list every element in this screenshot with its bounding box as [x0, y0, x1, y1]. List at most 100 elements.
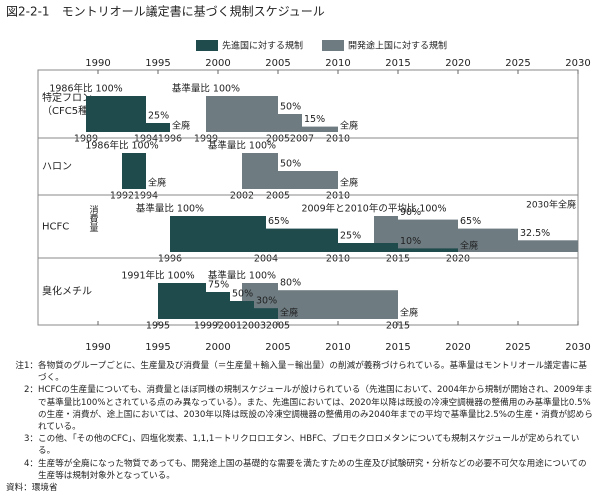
legend-label: 開発途上国に対する規制 — [348, 40, 447, 52]
x-tick-label-top: 2015 — [385, 58, 410, 69]
level-label: 50% — [232, 289, 253, 300]
row-label: 臭化メチル — [42, 285, 92, 298]
x-tick-label-bottom: 1990 — [85, 342, 110, 353]
level-label: 50% — [280, 159, 301, 170]
note-text: この他、「その他のCFC」、四塩化炭素、1,1,1－トリクロロエタン、HBFC、… — [38, 434, 580, 457]
level-label: 25% — [148, 111, 169, 122]
year-label: 1995 — [146, 321, 170, 332]
level-label: 基準量比 100% — [208, 270, 276, 282]
year-label: 1994 — [134, 134, 158, 145]
note: 3： この他、「その他のCFC」、四塩化炭素、1,1,1－トリクロロエタン、HBF… — [6, 433, 594, 457]
note: 4： 生産等が全廃になった物質であっても、開発途上国の基礎的な需要を満たすための生… — [6, 458, 594, 482]
note-text: HCFCの生産量についても、消費量とほぼ同様の規制スケジュールが設けられている（… — [38, 385, 593, 433]
level-label: 基準量比 100% — [208, 140, 276, 152]
note-number: 2： — [23, 385, 38, 396]
x-tick-label-bottom: 2020 — [445, 342, 470, 353]
schedule-bar — [278, 171, 338, 189]
note-number: 注1： — [15, 361, 38, 371]
year-label: 2005 — [266, 191, 290, 202]
level-label: 1986年比 100% — [85, 140, 158, 152]
schedule-bar — [86, 96, 146, 132]
phaseout-label: 全廃 — [340, 120, 358, 132]
schedule-bar — [206, 96, 278, 132]
year-label: 2004 — [254, 254, 278, 265]
level-label: 1986年比 100% — [49, 83, 122, 95]
legend-swatch — [322, 40, 344, 51]
level-label: 50% — [280, 102, 301, 113]
schedule-bar — [170, 216, 266, 252]
row-sublabel: 消費量 — [88, 204, 99, 232]
x-tick-label-top: 2020 — [445, 58, 470, 69]
row-label: ハロン — [42, 162, 72, 173]
phaseout-label: 全廃 — [460, 240, 478, 252]
x-tick-label-top: 2005 — [265, 58, 290, 69]
level-label: 基準量比 100% — [136, 203, 204, 215]
schedule-bar — [398, 219, 458, 252]
level-label: 80% — [280, 278, 301, 289]
schedule-bar — [458, 228, 518, 252]
schedule-bar — [518, 240, 578, 252]
phaseout-label: 全廃 — [340, 177, 358, 189]
x-tick-label-bottom: 2015 — [385, 342, 410, 353]
schedule-bar — [338, 243, 398, 252]
x-tick-label-bottom: 2000 — [205, 342, 230, 353]
level-label: 15% — [304, 114, 325, 125]
year-label: 2015 — [386, 321, 410, 332]
year-label: 2005 — [266, 321, 290, 332]
level-label: 32.5% — [520, 228, 550, 239]
notes: 注1： 各物質のグループごとに、生産量及び消費量（＝生産量＋輸入量－輸出量）の削減… — [6, 360, 594, 494]
note: 2： HCFCの生産量についても、消費量とほぼ同様の規制スケジュールが設けられてい… — [6, 384, 594, 433]
schedule-bar — [122, 153, 146, 189]
chart-title: 図2-2-1 モントリオール議定書に基づく規制スケジュール — [6, 4, 325, 19]
year-label: 1999 — [194, 321, 218, 332]
year-label: 1994 — [134, 191, 158, 202]
legend-label: 先進国に対する規制 — [222, 40, 303, 52]
schedule-bar — [158, 283, 206, 319]
schedule-bar — [278, 290, 398, 319]
x-tick-label-top: 1995 — [145, 58, 170, 69]
x-tick-label-bottom: 2010 — [325, 342, 350, 353]
level-label: 65% — [460, 216, 481, 227]
legend-swatch — [196, 40, 218, 51]
level-label: 10% — [400, 236, 421, 247]
year-label: 2001 — [218, 321, 242, 332]
level-label: 1991年比 100% — [121, 270, 194, 282]
x-tick-label-top: 2030 — [565, 58, 590, 69]
year-label: 1999 — [194, 134, 218, 145]
year-label: 1996 — [158, 254, 182, 265]
year-label: 2005 — [266, 134, 290, 145]
schedule-bar — [278, 114, 302, 132]
year-label: 2010 — [326, 191, 350, 202]
note-text: 生産等が全廃になった物質であっても、開発途上国の基礎的な需要を満たすための生産及… — [38, 458, 587, 481]
phaseout-label: 全廃 — [400, 307, 418, 319]
note: 注1： 各物質のグループごとに、生産量及び消費量（＝生産量＋輸入量－輸出量）の削減… — [6, 360, 594, 384]
note-number: 4： — [23, 458, 38, 469]
x-tick-label-top: 2025 — [505, 58, 530, 69]
x-tick-label-top: 1990 — [85, 58, 110, 69]
year-label: 2015 — [386, 254, 410, 265]
level-label: 基準量比 100% — [172, 83, 240, 95]
year-label: 1992 — [110, 191, 134, 202]
level-label: 90% — [400, 207, 421, 218]
level-label: 65% — [268, 216, 289, 227]
phaseout-label: 2030年全廃 — [526, 199, 576, 211]
x-tick-label-top: 2000 — [205, 58, 230, 69]
schedule-bar — [254, 308, 278, 319]
phaseout-label: 全廃 — [280, 307, 298, 319]
year-label: 2007 — [290, 134, 314, 145]
phaseout-label: 全廃 — [172, 120, 190, 132]
row-label: HCFC — [42, 222, 69, 233]
chart: 図2-2-1 モントリオール議定書に基づく規制スケジュール 先進国に対する規制 開… — [6, 4, 591, 354]
level-label: 30% — [256, 296, 277, 307]
row-label-line: （CFC5種） — [42, 104, 98, 117]
level-label: 75% — [208, 280, 229, 291]
schedule-bar — [398, 248, 458, 252]
schedule-bar — [302, 126, 338, 132]
year-label: 2003 — [242, 321, 266, 332]
schedule-bar — [266, 228, 338, 252]
year-label: 1989 — [74, 134, 98, 145]
plot-frame — [37, 69, 579, 326]
x-tick-label-top: 2010 — [325, 58, 350, 69]
row-label: 特定フロン（CFC5種） — [42, 91, 98, 117]
